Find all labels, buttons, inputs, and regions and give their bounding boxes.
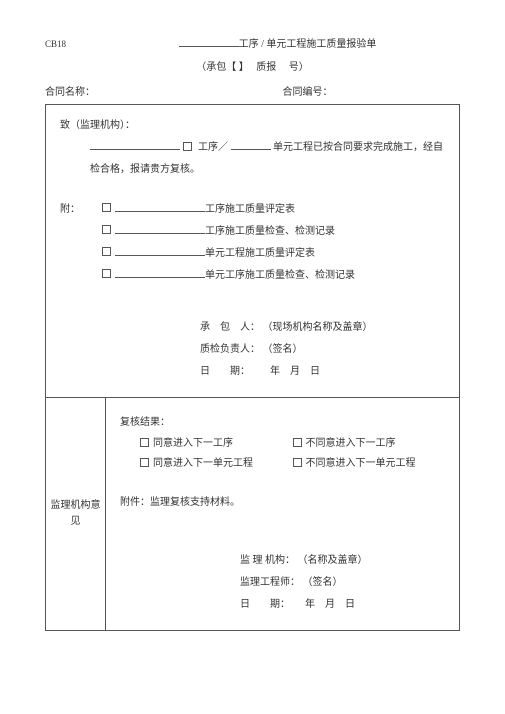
review-result-label: 复核结果： (120, 412, 445, 434)
form-box: 致（监理机构）： 工序／ 单元工程已按合同要求完成施工，经自检合格，报请贵方复核… (45, 104, 460, 631)
subheader-label: 质报 (256, 62, 276, 73)
checkbox-process-or-unit[interactable] (183, 142, 192, 151)
opt-agree-process-text: 同意进入下一工序 (153, 438, 233, 449)
attach-text-3: 单元工程施工质量评定表 (205, 243, 315, 265)
attach-check-4[interactable] (102, 269, 111, 278)
page-root: CB18 工序 / 单元工程施工质量报验单 （承包【 】 质报 号） 合同名称：… (0, 0, 505, 651)
meta-row: 合同名称： 合同编号： (45, 83, 460, 98)
check-disagree-unit[interactable] (293, 458, 302, 467)
form-code: CB18 (45, 39, 95, 49)
supervisor-body: 复核结果： 同意进入下一工序 不同意进入下一工序 同意进入下一单元工程 不同意进… (106, 398, 459, 630)
opt-agree-process: 同意进入下一工序 (140, 434, 293, 454)
attach-blank-1[interactable] (115, 201, 205, 212)
body-blank-1[interactable] (90, 139, 180, 150)
supervisor-eng-line: 监理工程师： （签名） (240, 572, 445, 594)
supervisor-col-label: 监理机构意见 (46, 398, 106, 630)
date-label-2: 日 期： (240, 599, 290, 610)
attach-row-2: 工序施工质量检查、检测记录 (60, 221, 445, 243)
body-after-checkbox: 工序／ (198, 142, 228, 153)
contractor-line: 承 包 人： （现场机构名称及盖章） (200, 317, 445, 339)
title-suffix: 工序 / 单元工程施工质量报验单 (239, 39, 377, 50)
attach-row-4: 单元工序施工质量检查、检测记录 (60, 265, 445, 287)
supervisor-signature-block: 监 理 机构： （名称及盖章） 监理工程师： （签名） 日 期： 年 月 日 (120, 550, 445, 616)
supervisor-org-hint: （名称及盖章） (298, 555, 368, 566)
supervisor-org-label: 监 理 机构： (240, 555, 295, 566)
contract-name-label: 合同名称： (45, 83, 223, 98)
date-label-1: 日 期： (200, 366, 250, 377)
supervisor-eng-label: 监理工程师： (240, 577, 300, 588)
header-row: CB18 工序 / 单元工程施工质量报验单 (45, 35, 460, 50)
supervisor-col-text: 监理机构意见 (50, 498, 101, 530)
section-supervisor: 监理机构意见 复核结果： 同意进入下一工序 不同意进入下一工序 同意进入下一单元… (46, 397, 459, 630)
contractor-signature-block: 承 包 人： （现场机构名称及盖章） 质检负责人： （签名） 日 期： 年 月 … (60, 317, 445, 383)
qc-line: 质检负责人： （签名） (200, 339, 445, 361)
attach-text-4: 单元工序施工质量检查、检测记录 (205, 265, 355, 287)
attach-blank-3[interactable] (115, 245, 205, 256)
attach-check-2[interactable] (102, 225, 111, 234)
attach-blank-4[interactable] (115, 267, 205, 278)
attach-check-1[interactable] (102, 203, 111, 212)
qc-hint: （签名） (263, 344, 303, 355)
attach-check-3[interactable] (102, 247, 111, 256)
date-line-2: 日 期： 年 月 日 (240, 594, 445, 616)
opt-disagree-process-text: 不同意进入下一工序 (306, 438, 396, 449)
attach-row-3: 单元工程施工质量评定表 (60, 243, 445, 265)
opt-disagree-process: 不同意进入下一工序 (293, 434, 446, 454)
body-blank-2[interactable] (231, 139, 271, 150)
attach-review: 附件：监理复核支持材料。 (120, 492, 445, 514)
contract-no-label: 合同编号： (223, 83, 461, 98)
subheader-suffix: 号） (289, 62, 309, 73)
attach-row-1: 附： 工序施工质量评定表 (60, 199, 445, 221)
date-line-1: 日 期： 年 月 日 (200, 361, 445, 383)
date-ymd-1: 年 月 日 (270, 366, 320, 377)
supervisor-eng-hint: （签名） (303, 577, 343, 588)
subheader-prefix: （承包【 (196, 62, 236, 73)
opt-agree-unit: 同意进入下一单元工程 (140, 454, 293, 474)
attach-blank-2[interactable] (115, 223, 205, 234)
opt-agree-unit-text: 同意进入下一单元工程 (153, 458, 253, 469)
body-line: 工序／ 单元工程已按合同要求完成施工，经自检合格，报请贵方复核。 (60, 137, 445, 181)
date-ymd-2: 年 月 日 (305, 599, 355, 610)
attach-label: 附： (60, 199, 102, 221)
check-agree-process[interactable] (140, 438, 149, 447)
attach-text-2: 工序施工质量检查、检测记录 (205, 221, 335, 243)
contractor-hint: （现场机构名称及盖章） (263, 322, 373, 333)
supervisor-org-line: 监 理 机构： （名称及盖章） (240, 550, 445, 572)
check-disagree-process[interactable] (293, 438, 302, 447)
qc-label: 质检负责人： (200, 344, 260, 355)
attach-text-1: 工序施工质量评定表 (205, 199, 295, 221)
review-options: 同意进入下一工序 不同意进入下一工序 同意进入下一单元工程 不同意进入下一单元工… (120, 434, 445, 474)
subheader-mid: 】 (239, 62, 249, 73)
salutation: 致（监理机构）： (60, 115, 445, 137)
title-blank[interactable] (179, 36, 239, 47)
contractor-label: 承 包 人： (200, 322, 260, 333)
opt-disagree-unit-text: 不同意进入下一单元工程 (306, 458, 416, 469)
check-agree-unit[interactable] (140, 458, 149, 467)
form-subheader: （承包【 】 质报 号） (45, 58, 460, 73)
form-title: 工序 / 单元工程施工质量报验单 (95, 35, 460, 50)
section-applicant: 致（监理机构）： 工序／ 单元工程已按合同要求完成施工，经自检合格，报请贵方复核… (46, 105, 459, 397)
opt-disagree-unit: 不同意进入下一单元工程 (293, 454, 446, 474)
